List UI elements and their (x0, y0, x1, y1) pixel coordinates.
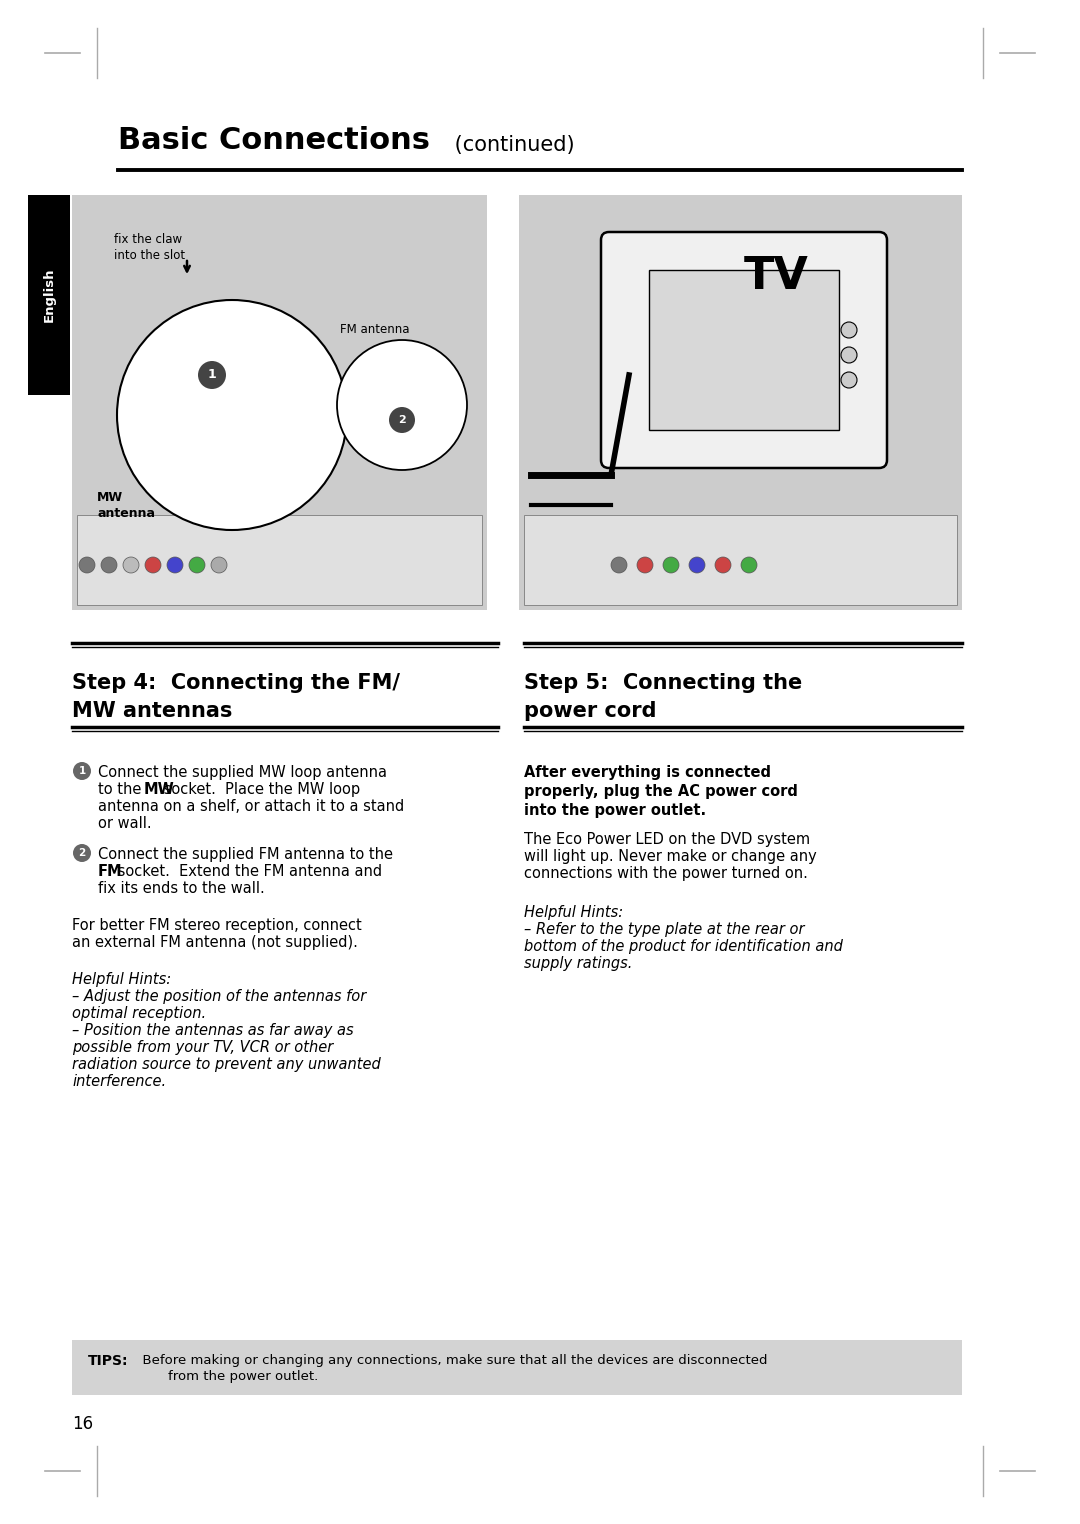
Circle shape (337, 340, 467, 469)
Circle shape (841, 372, 858, 389)
Circle shape (198, 361, 226, 389)
Text: antenna: antenna (97, 507, 156, 520)
FancyBboxPatch shape (77, 515, 482, 605)
Circle shape (715, 556, 731, 573)
Text: Connect the supplied MW loop antenna: Connect the supplied MW loop antenna (98, 765, 387, 780)
Text: socket.  Place the MW loop: socket. Place the MW loop (159, 782, 360, 797)
Text: an external FM antenna (not supplied).: an external FM antenna (not supplied). (72, 936, 357, 949)
Text: from the power outlet.: from the power outlet. (134, 1370, 319, 1382)
Circle shape (389, 407, 415, 433)
Text: possible from your TV, VCR or other: possible from your TV, VCR or other (72, 1039, 334, 1055)
Text: MW: MW (144, 782, 174, 797)
Text: interference.: interference. (72, 1074, 166, 1090)
Text: Basic Connections: Basic Connections (118, 126, 430, 155)
Text: properly, plug the AC power cord: properly, plug the AC power cord (524, 783, 798, 799)
Text: – Position the antennas as far away as: – Position the antennas as far away as (72, 1023, 353, 1038)
Text: Connect the supplied FM antenna to the: Connect the supplied FM antenna to the (98, 847, 393, 863)
Circle shape (211, 556, 227, 573)
Text: or wall.: or wall. (98, 815, 151, 831)
Text: Helpful Hints:: Helpful Hints: (524, 905, 623, 920)
Text: antenna on a shelf, or attach it to a stand: antenna on a shelf, or attach it to a st… (98, 799, 404, 814)
Text: radiation source to prevent any unwanted: radiation source to prevent any unwanted (72, 1058, 381, 1071)
Text: Before making or changing any connections, make sure that all the devices are di: Before making or changing any connection… (134, 1353, 768, 1367)
Text: – Refer to the type plate at the rear or: – Refer to the type plate at the rear or (524, 922, 805, 937)
Text: to the: to the (98, 782, 146, 797)
Text: optimal reception.: optimal reception. (72, 1006, 206, 1021)
Text: FM: FM (98, 864, 123, 879)
Text: MW: MW (97, 491, 123, 504)
Text: For better FM stereo reception, connect: For better FM stereo reception, connect (72, 917, 362, 933)
Text: into the power outlet.: into the power outlet. (524, 803, 706, 818)
Circle shape (79, 556, 95, 573)
FancyBboxPatch shape (600, 232, 887, 468)
Circle shape (841, 347, 858, 363)
Text: bottom of the product for identification and: bottom of the product for identification… (524, 939, 842, 954)
Circle shape (73, 762, 91, 780)
Text: supply ratings.: supply ratings. (524, 956, 633, 971)
Circle shape (689, 556, 705, 573)
Text: Step 5:  Connecting the: Step 5: Connecting the (524, 674, 802, 693)
Circle shape (102, 556, 117, 573)
Circle shape (841, 322, 858, 338)
Text: TV: TV (743, 255, 808, 299)
Text: fix its ends to the wall.: fix its ends to the wall. (98, 881, 265, 896)
Text: MW antennas: MW antennas (72, 701, 232, 721)
Circle shape (123, 556, 139, 573)
Text: FM antenna: FM antenna (340, 323, 409, 335)
Circle shape (167, 556, 183, 573)
FancyBboxPatch shape (72, 195, 487, 610)
Text: English: English (42, 268, 55, 322)
Text: socket.  Extend the FM antenna and: socket. Extend the FM antenna and (113, 864, 382, 879)
Text: fix the claw: fix the claw (114, 233, 183, 245)
Text: After everything is connected: After everything is connected (524, 765, 771, 780)
Circle shape (189, 556, 205, 573)
Text: – Adjust the position of the antennas for: – Adjust the position of the antennas fo… (72, 989, 366, 1004)
Circle shape (73, 844, 91, 863)
FancyBboxPatch shape (72, 1340, 962, 1394)
FancyBboxPatch shape (524, 515, 957, 605)
Text: connections with the power turned on.: connections with the power turned on. (524, 866, 808, 881)
Circle shape (611, 556, 627, 573)
Text: will light up. Never make or change any: will light up. Never make or change any (524, 849, 816, 864)
Text: The Eco Power LED on the DVD system: The Eco Power LED on the DVD system (524, 832, 810, 847)
Text: 2: 2 (399, 415, 406, 425)
FancyBboxPatch shape (649, 270, 839, 430)
Text: 1: 1 (79, 767, 85, 776)
Text: into the slot: into the slot (114, 248, 185, 262)
Text: power cord: power cord (524, 701, 657, 721)
FancyBboxPatch shape (519, 195, 962, 610)
Text: Helpful Hints:: Helpful Hints: (72, 972, 171, 988)
Text: 2: 2 (79, 847, 85, 858)
Text: 16: 16 (72, 1414, 93, 1433)
Text: TIPS:: TIPS: (87, 1353, 129, 1369)
Text: 1: 1 (207, 369, 216, 381)
FancyBboxPatch shape (28, 195, 70, 395)
Circle shape (741, 556, 757, 573)
Circle shape (637, 556, 653, 573)
Circle shape (663, 556, 679, 573)
Circle shape (117, 300, 347, 530)
Circle shape (145, 556, 161, 573)
Text: (continued): (continued) (448, 136, 575, 155)
Text: Step 4:  Connecting the FM/: Step 4: Connecting the FM/ (72, 674, 400, 693)
